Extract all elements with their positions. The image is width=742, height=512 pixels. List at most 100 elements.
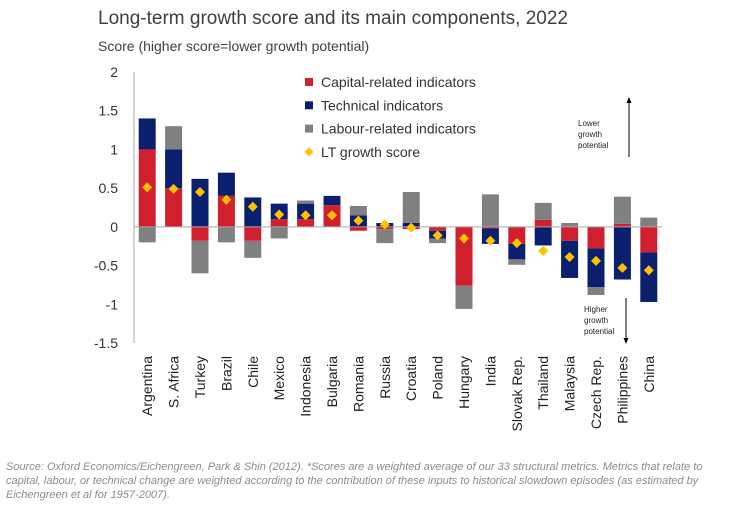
bar-labour-related-indicators <box>455 285 473 309</box>
legend-swatch <box>305 78 313 86</box>
y-tick-label: 1.5 <box>99 103 119 119</box>
x-tick-label: China <box>641 356 657 393</box>
x-tick-label: Romania <box>350 356 366 412</box>
arrow-down-head <box>623 338 629 344</box>
bar-technical-indicators <box>165 149 183 189</box>
bar-technical-indicators <box>244 197 262 227</box>
annotation-lower-text: Lower <box>578 119 600 128</box>
legend-swatch <box>305 101 313 110</box>
bar-capital-related-indicators <box>561 226 579 241</box>
chart-title: Long-term growth score and its main comp… <box>98 8 568 29</box>
x-tick-label: India <box>482 356 498 387</box>
legend-swatch <box>305 124 313 133</box>
x-tick-label: Argentina <box>139 356 155 416</box>
score-marker <box>643 265 654 276</box>
x-tick-label: Mexico <box>271 356 287 401</box>
bar-technical-indicators <box>217 172 235 196</box>
bar-capital-related-indicators <box>349 226 367 231</box>
bar-labour-related-indicators <box>191 240 209 274</box>
score-marker <box>300 210 311 221</box>
x-tick-label: Philippines <box>614 356 630 424</box>
y-tick-label: 2 <box>110 64 118 80</box>
bar-technical-indicators <box>323 195 341 206</box>
annotation-higher-text: potential <box>584 327 614 336</box>
bar-capital-related-indicators <box>455 226 473 286</box>
bar-capital-related-indicators <box>429 226 447 231</box>
score-marker <box>379 219 390 230</box>
score-marker <box>353 215 364 226</box>
bar-capital-related-indicators <box>244 226 262 241</box>
score-marker <box>406 222 417 233</box>
x-tick-label: Czech Rep. <box>588 356 604 429</box>
x-tick-label: Malaysia <box>562 356 578 411</box>
bar-technical-indicators <box>138 118 156 150</box>
bar-capital-related-indicators <box>613 223 631 227</box>
bar-capital-related-indicators <box>640 226 658 253</box>
score-marker <box>459 233 469 244</box>
annotation-higher-text: growth <box>584 316 608 325</box>
x-tick-label: Turkey <box>192 356 208 398</box>
bar-technical-indicators <box>534 226 552 246</box>
bar-labour-related-indicators <box>561 222 579 227</box>
x-tick-label: Indonesia <box>298 356 314 417</box>
score-marker <box>564 252 575 263</box>
y-tick-label: 0.5 <box>99 180 119 196</box>
bar-technical-indicators <box>640 252 658 302</box>
score-marker <box>538 245 549 256</box>
y-tick-label: -1 <box>106 296 119 312</box>
score-marker <box>617 262 628 273</box>
bar-labour-related-indicators <box>138 226 156 243</box>
annotation-lower-text: growth <box>578 130 602 139</box>
x-tick-label: Croatia <box>403 356 419 401</box>
bar-technical-indicators <box>613 226 631 280</box>
score-marker <box>247 201 258 212</box>
x-tick-label: Russia <box>377 356 393 399</box>
bar-capital-related-indicators <box>481 226 499 229</box>
bar-technical-indicators <box>508 243 526 260</box>
score-marker <box>485 235 496 246</box>
y-tick-label: -1.5 <box>94 335 118 351</box>
bar-capital-related-indicators <box>587 226 605 249</box>
legend-swatch <box>304 147 314 157</box>
score-marker <box>432 230 443 241</box>
score-marker <box>142 182 153 193</box>
bar-labour-related-indicators <box>613 196 631 224</box>
score-marker <box>591 255 601 266</box>
score-marker <box>327 210 337 221</box>
y-tick-label: -0.5 <box>94 258 118 274</box>
y-tick-label: 0 <box>110 219 118 235</box>
bar-labour-related-indicators <box>640 217 658 227</box>
x-tick-label: Bulgaria <box>324 356 340 408</box>
arrow-up-head <box>626 97 632 103</box>
legend-label: Technical indicators <box>321 97 443 113</box>
bar-labour-related-indicators <box>165 126 183 150</box>
bar-capital-related-indicators <box>191 226 209 241</box>
bar-labour-related-indicators <box>402 192 420 223</box>
bar-labour-related-indicators <box>244 240 262 258</box>
bar-capital-related-indicators <box>508 226 526 244</box>
score-marker <box>221 194 232 205</box>
bar-labour-related-indicators <box>217 226 235 243</box>
annotation-higher-text: Higher <box>584 305 608 314</box>
bar-capital-related-indicators <box>297 219 315 227</box>
bar-technical-indicators <box>587 248 605 288</box>
chart-subtitle: Score (higher score=lower growth potenti… <box>98 38 370 54</box>
legend-label: Labour-related indicators <box>321 121 476 137</box>
bar-capital-related-indicators <box>165 188 183 227</box>
legend-label: Capital-related indicators <box>321 74 476 90</box>
x-tick-label: Hungary <box>456 356 472 409</box>
bar-labour-related-indicators <box>297 200 315 204</box>
y-tick-label: 1 <box>110 141 118 157</box>
bar-labour-related-indicators <box>270 226 288 239</box>
bar-labour-related-indicators <box>481 194 499 227</box>
bar-labour-related-indicators <box>376 229 394 244</box>
bar-capital-related-indicators <box>270 219 288 227</box>
x-tick-label: Thailand <box>535 356 551 410</box>
x-tick-label: Slovak Rep. <box>509 356 525 431</box>
bar-labour-related-indicators <box>429 238 447 244</box>
bar-capital-related-indicators <box>217 195 235 227</box>
score-marker <box>511 238 522 249</box>
source-note: Source: Oxford Economics/Eichengreen, Pa… <box>6 461 703 501</box>
x-tick-label: S. Africa <box>166 356 182 408</box>
chart-canvas: 2 1.5 1 0.5 0 -0.5 -1 -1.5 Argentina S. Africa Tur… <box>94 64 662 431</box>
